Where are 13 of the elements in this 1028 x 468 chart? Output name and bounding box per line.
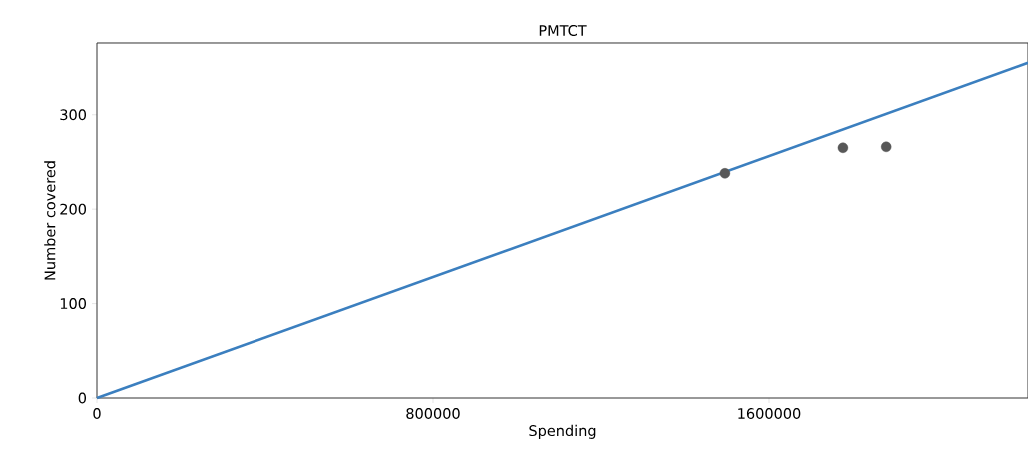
chart-title: PMTCT: [539, 25, 587, 36]
y-tick-label: 300: [60, 109, 86, 121]
y-axis-title: Number covered: [44, 161, 56, 280]
x-tick-label: 800000: [406, 408, 460, 419]
x-axis-title: Spending: [529, 424, 596, 439]
point: [880, 141, 892, 153]
y-tick-label: 200: [60, 203, 86, 215]
point: [837, 142, 849, 153]
y-tick-label: 100: [60, 298, 86, 310]
y-tick-label: 0: [78, 392, 87, 404]
x-tick-label: 1600000: [738, 408, 801, 419]
x-tick-label: 0: [93, 408, 101, 419]
point: [719, 168, 731, 179]
